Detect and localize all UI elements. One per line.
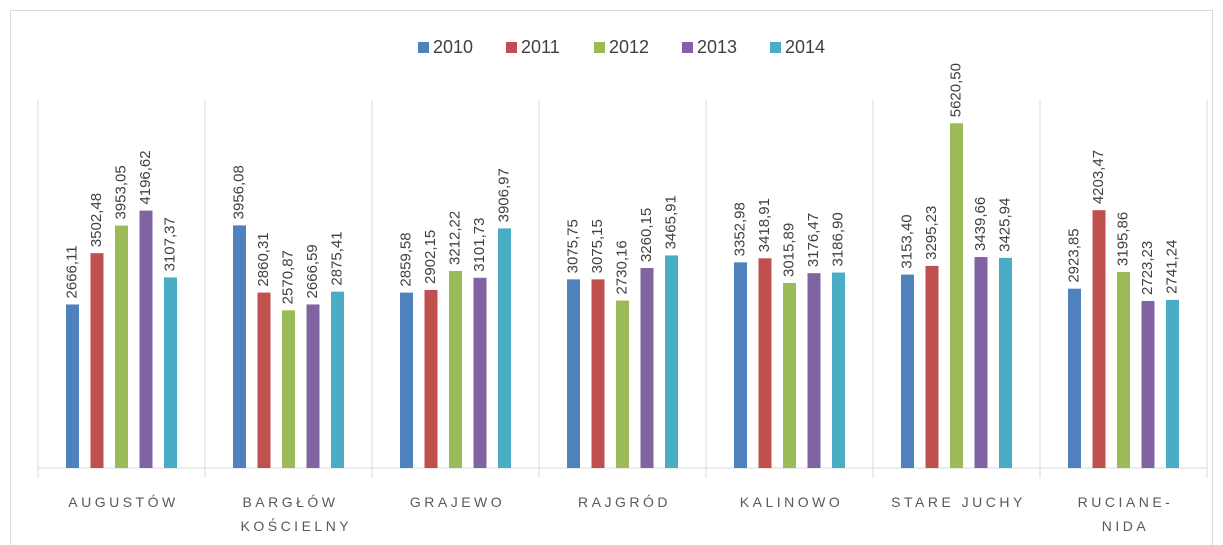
value-label: 3953,05 xyxy=(112,165,129,219)
bar xyxy=(950,123,963,468)
bar xyxy=(115,225,128,468)
value-label: 3195,86 xyxy=(1114,212,1131,266)
bar xyxy=(233,225,246,468)
value-label: 3075,75 xyxy=(564,219,581,273)
value-label: 4203,47 xyxy=(1090,150,1107,204)
value-label: 3352,98 xyxy=(731,202,748,256)
bar xyxy=(567,279,580,468)
bar xyxy=(925,265,939,468)
value-label: 3418,91 xyxy=(756,198,773,252)
value-label: 2859,58 xyxy=(397,232,414,286)
bar xyxy=(1166,299,1179,468)
bar xyxy=(449,270,462,468)
bar xyxy=(306,304,320,468)
x-tick-label: RUCIANE-NIDA xyxy=(1077,494,1174,534)
legend-swatch xyxy=(594,42,605,53)
bar xyxy=(498,228,511,468)
value-label: 3295,23 xyxy=(923,206,940,260)
bar xyxy=(1117,271,1130,468)
chart-border xyxy=(10,10,1213,545)
legend-label: 2013 xyxy=(697,37,737,57)
x-tick-label: BARGŁÓW KOŚCIELNY xyxy=(240,494,353,534)
legend-label: 2012 xyxy=(609,37,649,57)
value-label: 2741,24 xyxy=(1163,240,1180,294)
legend-swatch xyxy=(506,42,517,53)
bar xyxy=(832,272,845,468)
value-label: 3212,22 xyxy=(446,211,463,265)
bar xyxy=(999,257,1012,468)
bar xyxy=(164,277,177,468)
bar xyxy=(616,300,629,468)
value-label: 3101,73 xyxy=(471,218,488,272)
legend-swatch xyxy=(418,42,429,53)
bar xyxy=(66,304,79,468)
bar xyxy=(282,310,295,468)
value-label: 2923,85 xyxy=(1065,228,1082,282)
x-tick-label: KALINOWO xyxy=(739,494,844,510)
bar xyxy=(90,253,104,468)
value-label: 2723,23 xyxy=(1139,241,1156,295)
legend-swatch xyxy=(770,42,781,53)
legend-swatch xyxy=(682,42,693,53)
value-label: 3107,37 xyxy=(161,217,178,271)
bar xyxy=(1092,210,1106,468)
value-label: 2902,15 xyxy=(422,230,439,284)
value-label: 3260,15 xyxy=(638,208,655,262)
bar xyxy=(665,255,678,468)
value-label: 2666,11 xyxy=(63,245,80,298)
value-label: 2730,16 xyxy=(613,240,630,294)
bar xyxy=(758,258,772,468)
bar xyxy=(901,274,914,468)
bar xyxy=(734,262,747,468)
legend-label: 2014 xyxy=(785,37,825,57)
bar xyxy=(400,292,413,468)
value-label: 3906,97 xyxy=(495,168,512,222)
bar xyxy=(640,268,654,468)
value-label: 3502,48 xyxy=(88,193,105,247)
value-label: 3153,40 xyxy=(898,214,915,268)
x-tick-label: STARE JUCHY xyxy=(891,494,1026,510)
value-label: 5620,50 xyxy=(947,63,964,117)
x-tick-label: RAJGRÓD xyxy=(578,494,671,510)
bar xyxy=(331,291,344,468)
value-label: 2860,31 xyxy=(255,232,272,286)
bar xyxy=(591,279,605,468)
value-label: 3425,94 xyxy=(996,198,1013,252)
bar xyxy=(807,273,821,468)
value-label: 3956,08 xyxy=(230,165,247,219)
bar xyxy=(139,210,153,468)
bar xyxy=(473,277,487,468)
bar xyxy=(1141,300,1155,468)
value-label: 2570,87 xyxy=(279,250,296,304)
bar xyxy=(257,292,271,468)
x-tick-label: AUGUSTÓW xyxy=(68,494,179,510)
value-label: 3075,15 xyxy=(589,219,606,273)
legend-label: 2010 xyxy=(433,37,473,57)
value-label: 3015,89 xyxy=(780,223,797,277)
bar xyxy=(424,290,438,468)
value-label: 3186,90 xyxy=(829,212,846,266)
bar xyxy=(1068,288,1081,468)
value-label: 3439,66 xyxy=(972,197,989,251)
value-label: 2666,59 xyxy=(304,244,321,298)
value-label: 3176,47 xyxy=(805,213,822,267)
bar xyxy=(783,283,796,468)
x-tick-label: GRAJEWO xyxy=(409,494,506,510)
value-label: 4196,62 xyxy=(137,150,154,204)
value-label: 3465,91 xyxy=(662,195,679,249)
value-label: 2875,41 xyxy=(328,231,345,285)
legend-label: 2011 xyxy=(521,37,560,57)
bar xyxy=(974,257,988,468)
